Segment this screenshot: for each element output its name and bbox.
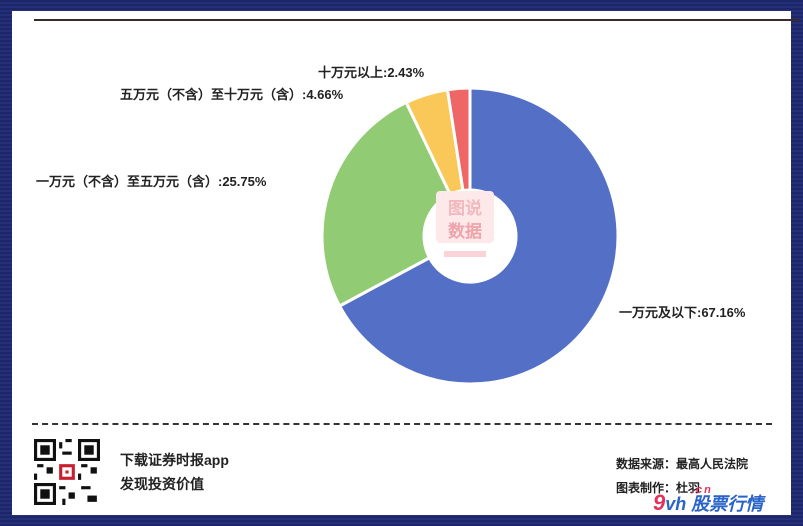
chart-author: 图表制作：杜羽 xyxy=(616,481,701,495)
qr-code-icon xyxy=(34,439,100,505)
labels-group: 一万元及以下:67.16% 一万元（不含）至五万元（含）:25.75% 五万元（… xyxy=(36,65,746,320)
promo-line-1: 下载证券时报app xyxy=(120,452,229,468)
slice-label-3: 五万元（不含）至十万元（含）:4.66% xyxy=(120,87,344,102)
brand-cn: .cn xyxy=(691,484,713,496)
watermark-line2: 数据 xyxy=(448,221,482,241)
data-source: 数据来源：最高人民法院 xyxy=(616,457,749,471)
slice-label-4: 十万元以上:2.43% xyxy=(318,65,425,80)
promo-block: 下载证券时报app 发现投资价值 xyxy=(120,448,229,496)
chart-card: 图说 数据 一万元及以下:67.16% 一万元（不含）至五万元（含）:25.75… xyxy=(12,11,800,516)
slice-label-1: 一万元及以下:67.16% xyxy=(619,305,746,320)
top-divider xyxy=(34,19,800,21)
promo-line-2: 发现投资价值 xyxy=(120,476,204,492)
brand-nine: 9 xyxy=(653,490,666,515)
credits-block: 数据来源：最高人民法院 图表制作：杜羽 xyxy=(616,452,748,500)
brand-logo: 9vh .cn 股票行情 xyxy=(653,484,764,516)
center-watermark: 图说 数据 xyxy=(436,191,494,257)
brand-vh: vh xyxy=(665,494,687,514)
watermark-line1: 图说 xyxy=(448,198,482,218)
brand-name: 股票行情 xyxy=(691,494,764,514)
slice-label-2: 一万元（不含）至五万元（含）:25.75% xyxy=(36,174,267,189)
donut-chart: 图说 数据 一万元及以下:67.16% 一万元（不含）至五万元（含）:25.75… xyxy=(36,65,746,386)
footer-divider xyxy=(32,423,772,425)
